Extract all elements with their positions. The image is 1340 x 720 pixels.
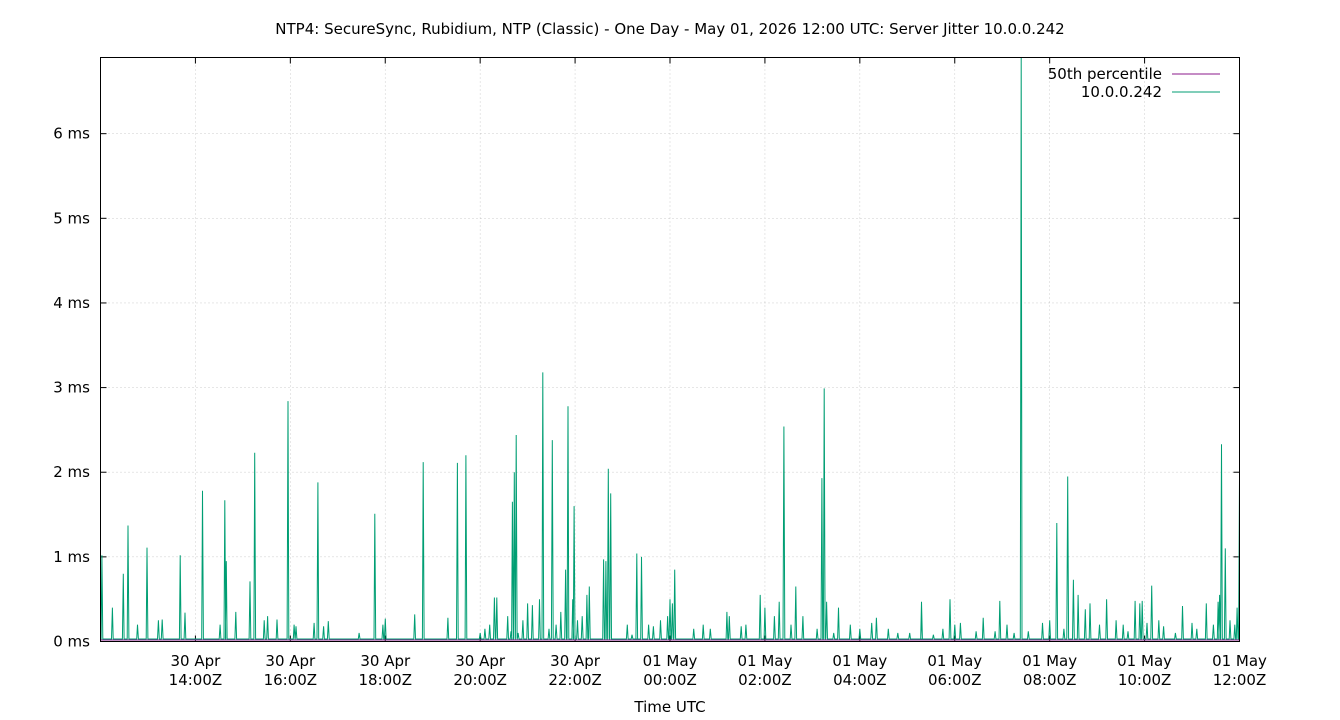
x-tick-label-time: 10:00Z: [1118, 671, 1172, 689]
x-axis-label: Time UTC: [633, 698, 705, 716]
x-tick-label-time: 00:00Z: [643, 671, 697, 689]
legend-label: 50th percentile: [1048, 65, 1162, 83]
x-tick-label-date: 30 Apr: [550, 652, 601, 670]
legend-label: 10.0.0.242: [1081, 83, 1162, 101]
series-line-10-0-0-242: [100, 57, 1240, 640]
x-tick-label-date: 01 May: [737, 652, 792, 670]
chart-title: NTP4: SecureSync, Rubidium, NTP (Classic…: [275, 20, 1064, 38]
x-tick-label-date: 01 May: [643, 652, 698, 670]
x-tick-label-date: 01 May: [1212, 652, 1267, 670]
x-tick-label-time: 14:00Z: [169, 671, 223, 689]
x-tick-label-time: 02:00Z: [738, 671, 792, 689]
plot-frame: [100, 57, 1240, 642]
y-tick-label: 2 ms: [53, 463, 90, 481]
y-tick-label: 6 ms: [53, 125, 90, 143]
x-tick-label-time: 22:00Z: [548, 671, 602, 689]
grid-lines: [100, 57, 1240, 642]
x-tick-label-time: 06:00Z: [928, 671, 982, 689]
x-tick-label-time: 08:00Z: [1023, 671, 1077, 689]
x-tick-label-time: 16:00Z: [264, 671, 318, 689]
x-tick-label-date: 01 May: [1117, 652, 1172, 670]
x-tick-label-time: 18:00Z: [358, 671, 412, 689]
x-tick-label-date: 01 May: [832, 652, 887, 670]
x-tick-label-date: 01 May: [1022, 652, 1077, 670]
y-axis-ticks: 0 ms 1 ms 2 ms 3 ms 4 ms 5 ms 6 ms: [53, 125, 1240, 651]
data-series: [100, 57, 1240, 641]
y-tick-label: 4 ms: [53, 294, 90, 312]
x-tick-label-date: 30 Apr: [455, 652, 506, 670]
y-tick-label: 1 ms: [53, 548, 90, 566]
x-tick-label-time: 04:00Z: [833, 671, 887, 689]
y-tick-label: 5 ms: [53, 209, 90, 227]
x-tick-label-date: 01 May: [927, 652, 982, 670]
x-tick-label-time: 20:00Z: [453, 671, 507, 689]
x-tick-label-time: 12:00Z: [1213, 671, 1267, 689]
x-tick-label-date: 30 Apr: [171, 652, 222, 670]
y-tick-label: 3 ms: [53, 379, 90, 397]
x-tick-label-date: 30 Apr: [265, 652, 316, 670]
x-tick-label-date: 30 Apr: [360, 652, 411, 670]
y-tick-label: 0 ms: [53, 633, 90, 651]
